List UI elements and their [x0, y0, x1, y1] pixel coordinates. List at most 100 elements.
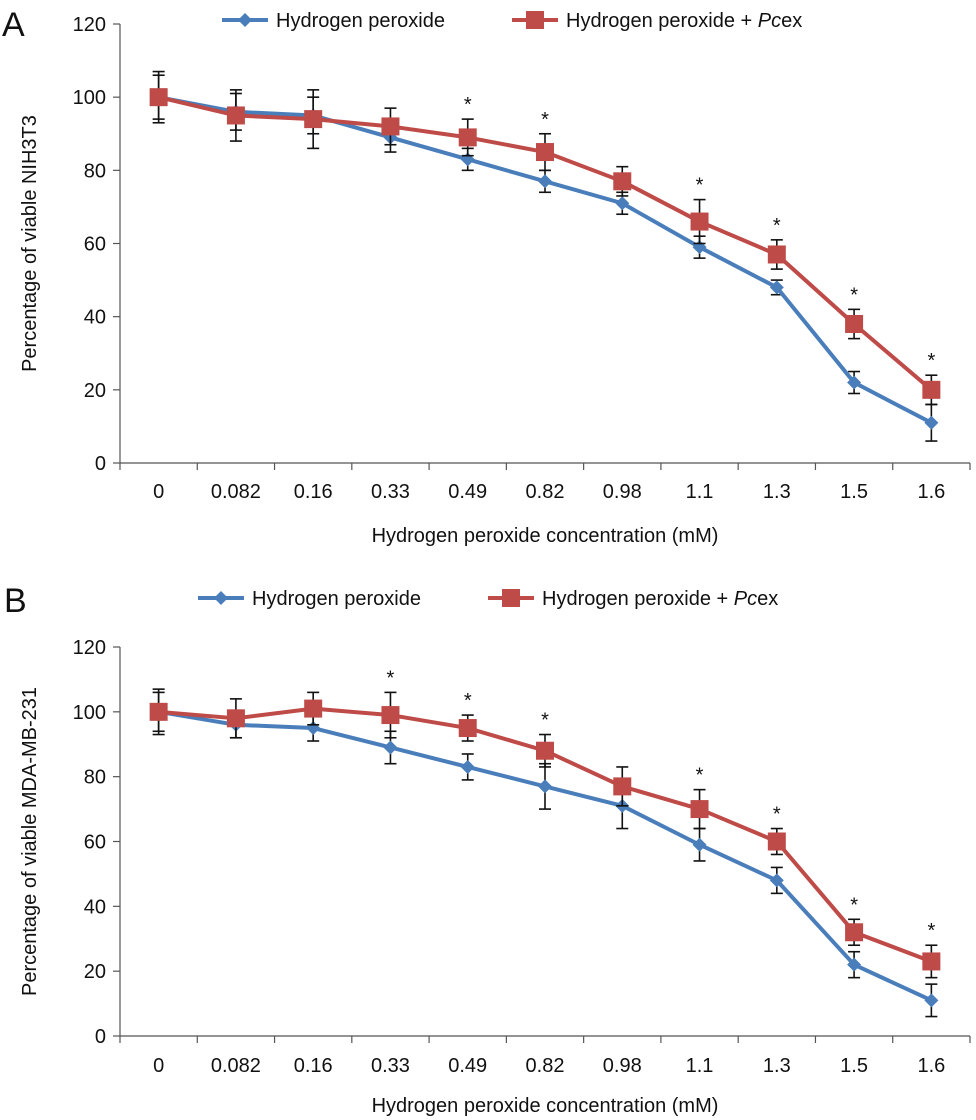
data-point-square [690, 212, 709, 231]
legend-label: Hydrogen peroxide + Pcex [566, 10, 802, 32]
legend-label: Hydrogen peroxide [276, 10, 445, 32]
x-tick-label: 1.3 [763, 1055, 791, 1077]
y-axis-title: Percentage of viable NIH3T3 [19, 115, 41, 372]
data-point-diamond [692, 837, 707, 852]
data-point-square [845, 923, 864, 942]
data-point-square [458, 128, 477, 147]
significance-star: * [541, 710, 549, 732]
data-point-square [149, 88, 168, 107]
legend-marker-square [502, 589, 520, 607]
x-tick-label: 0.49 [448, 481, 487, 503]
x-tick-label: 1.1 [686, 1055, 714, 1077]
y-tick-label: 60 [84, 234, 106, 256]
data-point-square [304, 110, 323, 129]
data-point-diamond [924, 415, 939, 430]
significance-star: * [927, 920, 935, 942]
significance-star: * [773, 215, 781, 237]
x-tick-label: 0.16 [294, 481, 333, 503]
significance-star: * [927, 350, 935, 372]
y-tick-label: 100 [73, 702, 106, 724]
y-tick-label: 20 [84, 961, 106, 983]
legend-item: Hydrogen peroxide + Pcex [488, 588, 778, 610]
y-tick-label: 0 [95, 453, 106, 475]
data-point-square [922, 952, 941, 971]
data-point-diamond [460, 759, 475, 774]
data-point-square [767, 832, 786, 851]
data-point-square [226, 709, 245, 728]
legend-item: Hydrogen peroxide [222, 10, 445, 32]
significance-star: * [464, 94, 472, 116]
panel-letter: A [2, 6, 25, 44]
x-tick-label: 0.082 [211, 481, 261, 503]
y-tick-label: 40 [84, 307, 106, 329]
chart-panel-a: A 0 20 40 60 80 100 120 0 0.082 0.16 0.33 0.49 0.82 0.… [2, 6, 971, 547]
x-tick-label: 1.6 [917, 1055, 945, 1077]
data-point-square [613, 172, 632, 191]
significance-star: * [773, 804, 781, 826]
x-tick-label: 0.82 [526, 1055, 565, 1077]
series-hydrogen-peroxide-pcex [149, 70, 941, 406]
y-tick-label: 20 [84, 380, 106, 402]
x-tick-label: 0.98 [603, 481, 642, 503]
data-point-square [226, 106, 245, 125]
x-tick-label: 1.5 [840, 481, 868, 503]
legend-item: Hydrogen peroxide [198, 588, 421, 610]
data-point-diamond [769, 280, 784, 295]
legend-marker-square [526, 11, 544, 29]
y-tick-label: 120 [73, 637, 106, 659]
data-point-diamond [769, 873, 784, 888]
significance-star: * [541, 109, 549, 131]
y-tick-label: 80 [84, 160, 106, 182]
x-tick-label: 1.6 [917, 481, 945, 503]
data-point-square [149, 702, 168, 721]
data-point-diamond [847, 375, 862, 390]
y-tick-label: 40 [84, 896, 106, 918]
x-tick-label: 0.16 [294, 1055, 333, 1077]
significance-star: * [696, 175, 704, 197]
x-tick-label: 0 [153, 1055, 164, 1077]
data-point-diamond [383, 740, 398, 755]
significance-star: * [387, 667, 395, 689]
significance-star: * [696, 765, 704, 787]
series-hydrogen-peroxide-pcex [149, 688, 941, 979]
x-tick-label: 0.33 [371, 1055, 410, 1077]
x-tick-label: 1.5 [840, 1055, 868, 1077]
x-tick-label: 0 [153, 481, 164, 503]
data-point-square [536, 143, 554, 162]
data-point-square [536, 741, 554, 760]
data-point-diamond [538, 174, 552, 189]
data-point-square [690, 800, 709, 819]
y-tick-label: 80 [84, 767, 106, 789]
x-tick-label: 0.98 [603, 1055, 642, 1077]
data-point-square [458, 719, 477, 738]
data-point-square [845, 314, 864, 333]
significance-star: * [850, 894, 858, 916]
legend-marker-diamond [214, 591, 228, 605]
data-point-diamond [615, 196, 630, 211]
data-point-diamond [538, 779, 552, 794]
legend-label: Hydrogen peroxide [252, 588, 421, 610]
data-point-diamond [847, 957, 862, 972]
panel-letter: B [4, 582, 27, 620]
x-tick-label: 0.33 [371, 481, 410, 503]
data-point-square [304, 699, 323, 718]
legend-marker-diamond [238, 13, 252, 27]
x-tick-label: 0.49 [448, 1055, 487, 1077]
data-point-square [613, 777, 632, 796]
x-tick-label: 0.082 [211, 1055, 261, 1077]
y-axis-title: Percentage of viable MDA-MB-231 [19, 687, 41, 996]
data-point-square [381, 706, 400, 725]
legend-item: Hydrogen peroxide + Pcex [512, 10, 802, 32]
x-tick-label: 1.1 [686, 481, 714, 503]
x-tick-label: 0.82 [526, 481, 565, 503]
legend-label: Hydrogen peroxide + Pcex [542, 588, 778, 610]
significance-star: * [850, 284, 858, 306]
data-point-square [767, 245, 786, 264]
data-point-diamond [924, 993, 939, 1008]
x-axis-title: Hydrogen peroxide concentration (mM) [372, 525, 719, 547]
y-tick-label: 0 [95, 1026, 106, 1048]
chart-panel-b: B 0 20 40 60 80 100 120 0 0.082 0.16 0.33 0.49 0.82 0.… [4, 582, 971, 1117]
y-tick-label: 100 [73, 87, 106, 109]
x-tick-label: 1.3 [763, 481, 791, 503]
